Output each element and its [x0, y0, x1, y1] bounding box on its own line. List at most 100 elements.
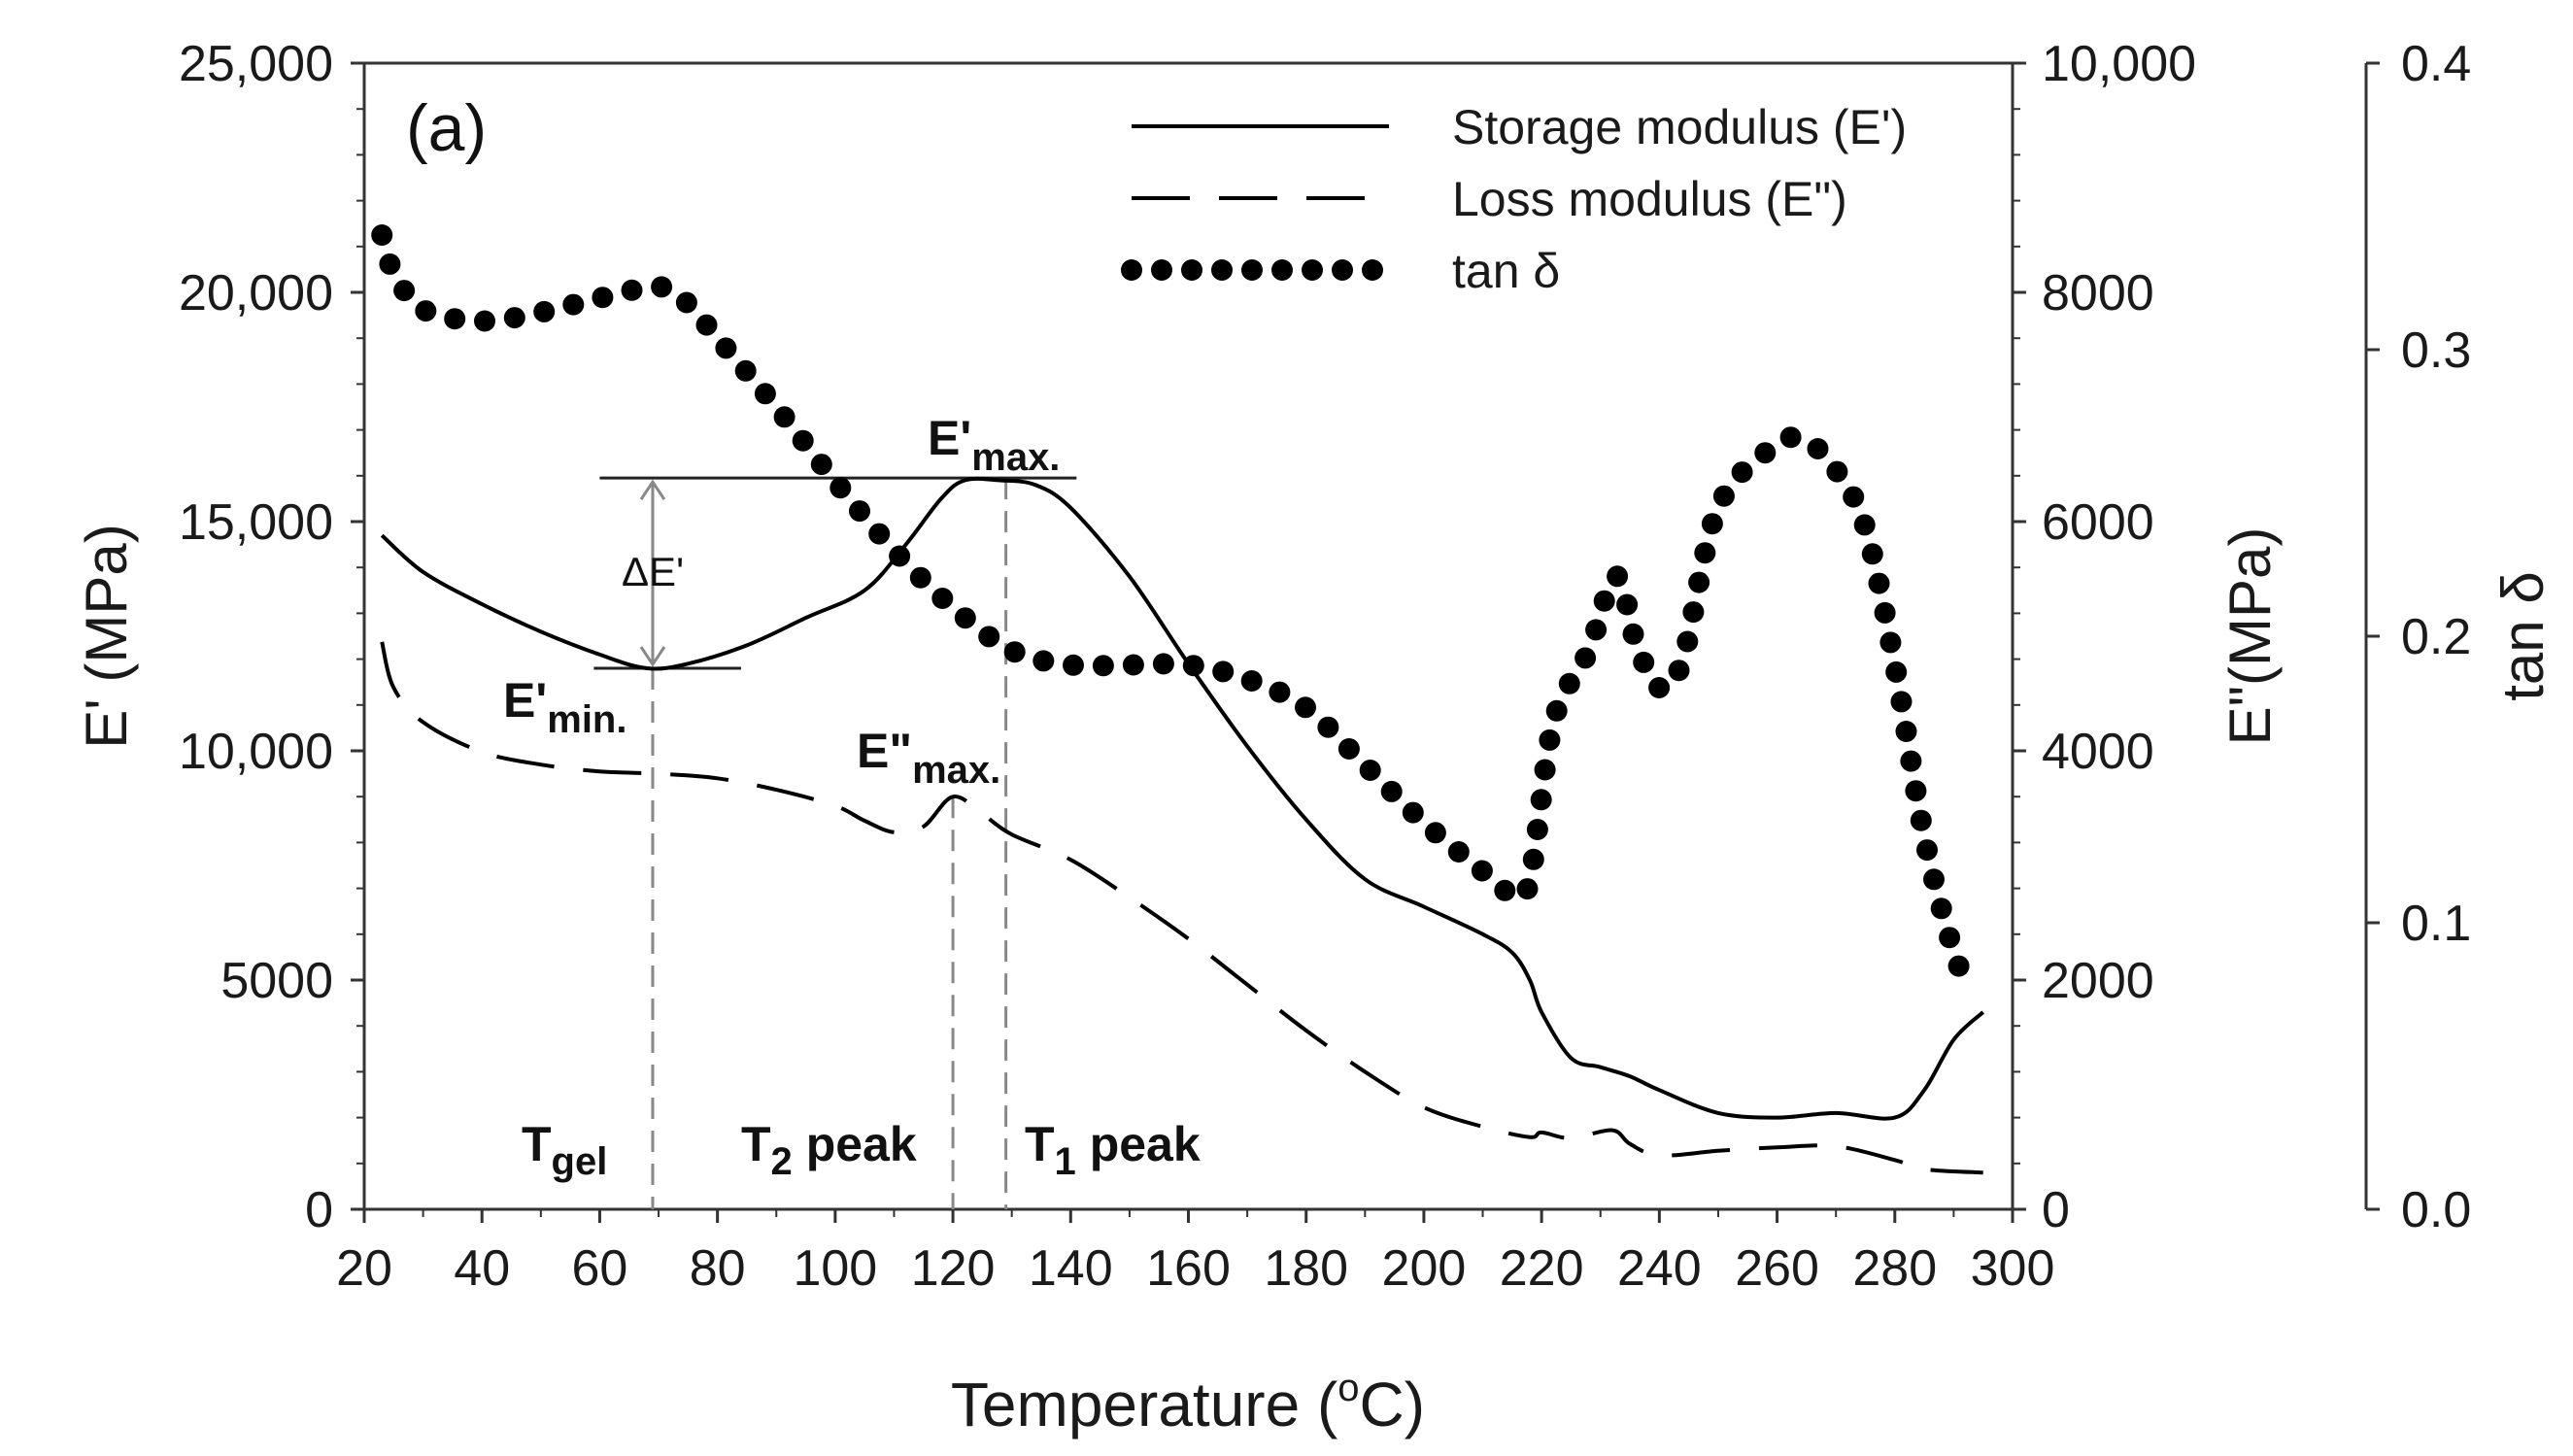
- tan-delta-point: [978, 626, 1000, 648]
- legend-dot: [1121, 259, 1142, 281]
- panel-label: (a): [406, 91, 487, 165]
- tan-delta-point: [1826, 460, 1848, 483]
- tan-delta-point: [1731, 461, 1753, 484]
- x-axis-title: Temperature (oC): [951, 1367, 1425, 1439]
- tan-delta-point: [621, 279, 643, 301]
- tan-delta-point: [503, 307, 525, 329]
- left-y-axis-title: E' (MPa): [74, 524, 139, 748]
- tan-delta-point: [1539, 728, 1561, 751]
- tan-delta-point: [1874, 601, 1896, 624]
- tan-delta-point: [1402, 801, 1424, 824]
- x-tick-label: 160: [1146, 1240, 1231, 1297]
- tan-delta-point: [1712, 485, 1735, 507]
- legend-dot: [1302, 259, 1323, 281]
- e-max-annotation: E'max.: [928, 411, 1060, 479]
- tan-delta-point: [1182, 655, 1204, 677]
- tan-delta-point: [1593, 590, 1615, 612]
- x-tick-label: 60: [572, 1240, 628, 1297]
- x-tick-label: 100: [793, 1240, 877, 1297]
- e-double-prime-max-annotation: E"max.: [857, 724, 1000, 792]
- tan-delta-point: [868, 523, 891, 545]
- tan-delta-point: [393, 280, 416, 302]
- right-y-tick-label: 4000: [2042, 724, 2154, 780]
- right-y-tick-label: 2000: [2042, 953, 2154, 1009]
- legend-tan-delta-label: tan δ: [1452, 244, 1560, 298]
- tan-delta-point: [415, 300, 437, 322]
- delta-e-arrowhead-bottom: [639, 646, 666, 667]
- tan-delta-point: [1905, 780, 1927, 802]
- tan-delta-point: [1516, 878, 1539, 900]
- left-y-tick-label: 0: [305, 1182, 333, 1238]
- tan-delta-point: [1471, 860, 1493, 882]
- legend-dot: [1151, 259, 1172, 281]
- tan-delta-point: [1676, 630, 1699, 653]
- tan-delta-point: [1359, 760, 1381, 781]
- delta-e-arrowhead-top: [639, 479, 666, 500]
- tan-delta-point: [1317, 716, 1339, 738]
- tan-delta-axis-ticks: 0.0 0.1 0.2 0.3 0.4: [2366, 36, 2471, 1238]
- tan-delta-axis-title: tan δ: [2490, 571, 2556, 700]
- tan-delta-point: [1152, 653, 1174, 675]
- right-y-axis-ticks: 0 2000 4000 6000 8000 10,000: [2013, 36, 2196, 1238]
- tan-delta-point: [1240, 670, 1263, 692]
- tan-delta-point: [1923, 868, 1945, 891]
- tan-delta-point: [1754, 442, 1777, 464]
- tan-delta-point: [474, 310, 495, 332]
- left-y-tick-label: 20,000: [179, 265, 333, 322]
- left-y-tick-label: 5000: [220, 953, 333, 1009]
- tan-delta-point: [1616, 593, 1639, 616]
- tan-delta-tick-label: 0.1: [2401, 896, 2471, 952]
- left-y-tick-label: 25,000: [179, 36, 333, 92]
- x-tick-label: 80: [690, 1240, 746, 1297]
- right-y-tick-label: 0: [2042, 1182, 2070, 1238]
- e-min-annotation: E'min.: [503, 673, 626, 741]
- tan-delta-point: [651, 276, 673, 298]
- tan-delta-point: [792, 429, 814, 452]
- tan-delta-point: [1063, 654, 1084, 676]
- tan-delta-point: [1494, 879, 1516, 901]
- tan-delta-point: [1295, 696, 1316, 719]
- legend-storage-label: Storage modulus (E'): [1452, 100, 1907, 154]
- tan-delta-point: [1622, 623, 1644, 645]
- tan-delta-point: [1607, 565, 1629, 588]
- tan-delta-point: [1843, 486, 1865, 508]
- x-tick-label: 260: [1735, 1240, 1819, 1297]
- legend-tan-delta-swatch: [1121, 259, 1383, 281]
- tan-delta-point: [889, 545, 911, 567]
- x-tick-label: 120: [911, 1240, 996, 1297]
- tan-delta-point: [1853, 514, 1876, 536]
- legend-dot: [1332, 259, 1353, 281]
- tan-delta-point: [1895, 721, 1917, 742]
- loss-modulus-line: [380, 641, 1983, 1175]
- tan-delta-point: [1868, 572, 1890, 594]
- tan-delta-point: [1861, 543, 1883, 565]
- tan-delta-tick-label: 0.2: [2401, 609, 2471, 665]
- tan-delta-tick-label: 0.4: [2401, 36, 2471, 92]
- tan-delta-point: [562, 293, 585, 316]
- tan-delta-point: [829, 477, 852, 499]
- t1-peak-annotation: T1 peak: [1025, 1117, 1201, 1183]
- left-y-tick-label: 15,000: [179, 494, 333, 551]
- tan-delta-point: [1947, 955, 1970, 977]
- tan-delta-point: [1890, 691, 1913, 713]
- tan-delta-point: [1522, 848, 1544, 870]
- tan-delta-point: [1939, 927, 1961, 949]
- tan-delta-tick-label: 0.3: [2401, 322, 2471, 379]
- x-tick-label: 20: [336, 1240, 392, 1297]
- tan-delta-point: [754, 383, 776, 405]
- x-tick-label: 200: [1382, 1240, 1467, 1297]
- tan-delta-point: [1530, 789, 1552, 811]
- left-y-axis-ticks: 0 5000 10,000 15,000 20,000 25,000: [179, 36, 364, 1238]
- legend-dot: [1271, 259, 1293, 281]
- right-y-tick-label: 8000: [2042, 265, 2154, 322]
- tan-delta-point: [1885, 660, 1908, 683]
- tan-delta-point: [1003, 641, 1026, 663]
- tan-delta-point: [444, 308, 466, 330]
- tan-delta-point: [592, 287, 614, 309]
- tan-delta-point: [1092, 655, 1114, 677]
- x-tick-label: 220: [1500, 1240, 1584, 1297]
- x-tick-label: 280: [1852, 1240, 1937, 1297]
- tan-delta-point: [1668, 660, 1690, 682]
- storage-modulus-line: [380, 476, 1985, 1121]
